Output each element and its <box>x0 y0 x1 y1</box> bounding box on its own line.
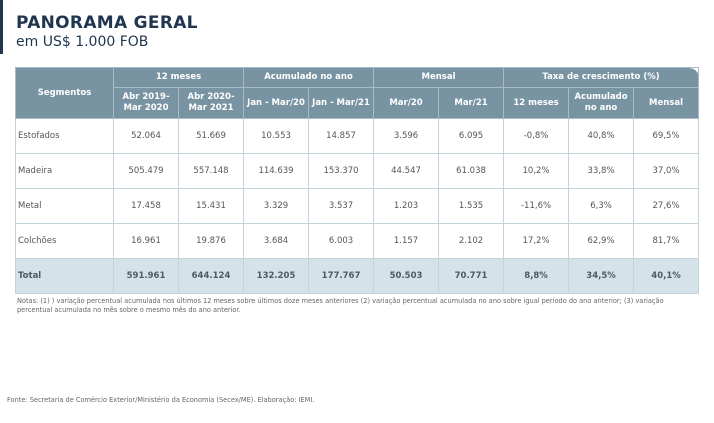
page-title: PANORAMA GERAL <box>16 13 198 33</box>
header-taxa: Taxa de crescimento (%) <box>503 67 700 88</box>
cell-value: 114.639 <box>243 153 310 189</box>
subheader: Mar/20 <box>373 87 440 119</box>
cell-value: 62,9% <box>568 223 635 259</box>
cell-value: 61.038 <box>438 153 505 189</box>
cell-value: 34,5% <box>568 258 635 294</box>
cell-value: 1.203 <box>373 188 440 224</box>
accent-bar <box>0 0 3 54</box>
cell-value: 17,2% <box>503 223 570 259</box>
cell-value: 19.876 <box>177 223 245 259</box>
cell-value: 153.370 <box>308 153 375 189</box>
cell-value: 70.771 <box>438 258 505 294</box>
cell-value: 37,0% <box>633 153 700 189</box>
subheader: Abr 2019- Mar 2020 <box>113 87 179 119</box>
data-table: Segmentos 12 meses Acumulado no ano Mens… <box>15 67 700 294</box>
subheader: Jan - Mar/20 <box>243 87 310 119</box>
cell-value: 10.553 <box>243 118 310 154</box>
table-row: Colchões 16.961 19.876 3.684 6.003 1.157 2.102… <box>15 223 700 259</box>
cell-value: 81,7% <box>633 223 700 259</box>
cell-value: 40,8% <box>568 118 635 154</box>
cell-value: 6.095 <box>438 118 505 154</box>
cell-value: 17.458 <box>113 188 179 224</box>
subheader: Jan - Mar/21 <box>308 87 375 119</box>
header-mensal: Mensal <box>373 67 505 88</box>
cell-value: 3.684 <box>243 223 310 259</box>
notes: Notas: (1) ) variação percentual acumula… <box>17 297 664 314</box>
cell-value: 557.148 <box>177 153 245 189</box>
cell-value: 132.205 <box>243 258 310 294</box>
cell-value: 44.547 <box>373 153 440 189</box>
cell-value: 15.431 <box>177 188 245 224</box>
cell-value: -0,8% <box>503 118 570 154</box>
cell-value: 3.537 <box>308 188 375 224</box>
cell-value: 33,8% <box>568 153 635 189</box>
cell-value: 10,2% <box>503 153 570 189</box>
segment-name: Madeira <box>15 153 114 189</box>
segment-name: Colchões <box>15 223 114 259</box>
cell-value: 505.479 <box>113 153 179 189</box>
header-acumulado: Acumulado no ano <box>243 67 375 88</box>
cell-value: 6.003 <box>308 223 375 259</box>
table-row: Metal 17.458 15.431 3.329 3.537 1.203 1.535 -11… <box>15 188 700 224</box>
cell-value: 591.961 <box>113 258 179 294</box>
cell-value: 27,6% <box>633 188 700 224</box>
cell-value: 8,8% <box>503 258 570 294</box>
page-subtitle: em US$ 1.000 FOB <box>16 34 149 50</box>
cell-value: 177.767 <box>308 258 375 294</box>
cell-value: 14.857 <box>308 118 375 154</box>
cell-value: 51.669 <box>177 118 245 154</box>
cell-value: 644.124 <box>177 258 245 294</box>
subheader: Mensal <box>633 87 700 119</box>
subheader: Abr 2020- Mar 2021 <box>177 87 245 119</box>
subheader: Mar/21 <box>438 87 505 119</box>
segment-name: Total <box>15 258 114 294</box>
source: Fonte: Secretaria de Comércio Exterior/M… <box>7 396 315 404</box>
table-row: Madeira 505.479 557.148 114.639 153.370 44.54… <box>15 153 700 189</box>
cell-value: 3.596 <box>373 118 440 154</box>
cell-value: 52.064 <box>113 118 179 154</box>
cell-value: 50.503 <box>373 258 440 294</box>
cell-value: 16.961 <box>113 223 179 259</box>
segment-name: Metal <box>15 188 114 224</box>
cell-value: 40,1% <box>633 258 700 294</box>
cell-value: 69,5% <box>633 118 700 154</box>
header-12-meses: 12 meses <box>112 67 245 88</box>
subheader: Acumulado no ano <box>568 87 635 119</box>
cell-value: 3.329 <box>243 188 310 224</box>
cell-value: 1.157 <box>373 223 440 259</box>
header-segmentos: Segmentos <box>15 67 114 119</box>
subheader: 12 meses <box>503 87 570 119</box>
segment-name: Estofados <box>15 118 114 154</box>
table-row: Estofados 52.064 51.669 10.553 14.857 3.596 6.… <box>15 118 700 154</box>
cell-value: 2.102 <box>438 223 505 259</box>
cell-value: -11,6% <box>503 188 570 224</box>
total-row: Total 591.961 644.124 132.205 177.767 50.503 7… <box>15 258 700 294</box>
cell-value: 6,3% <box>568 188 635 224</box>
cell-value: 1.535 <box>438 188 505 224</box>
